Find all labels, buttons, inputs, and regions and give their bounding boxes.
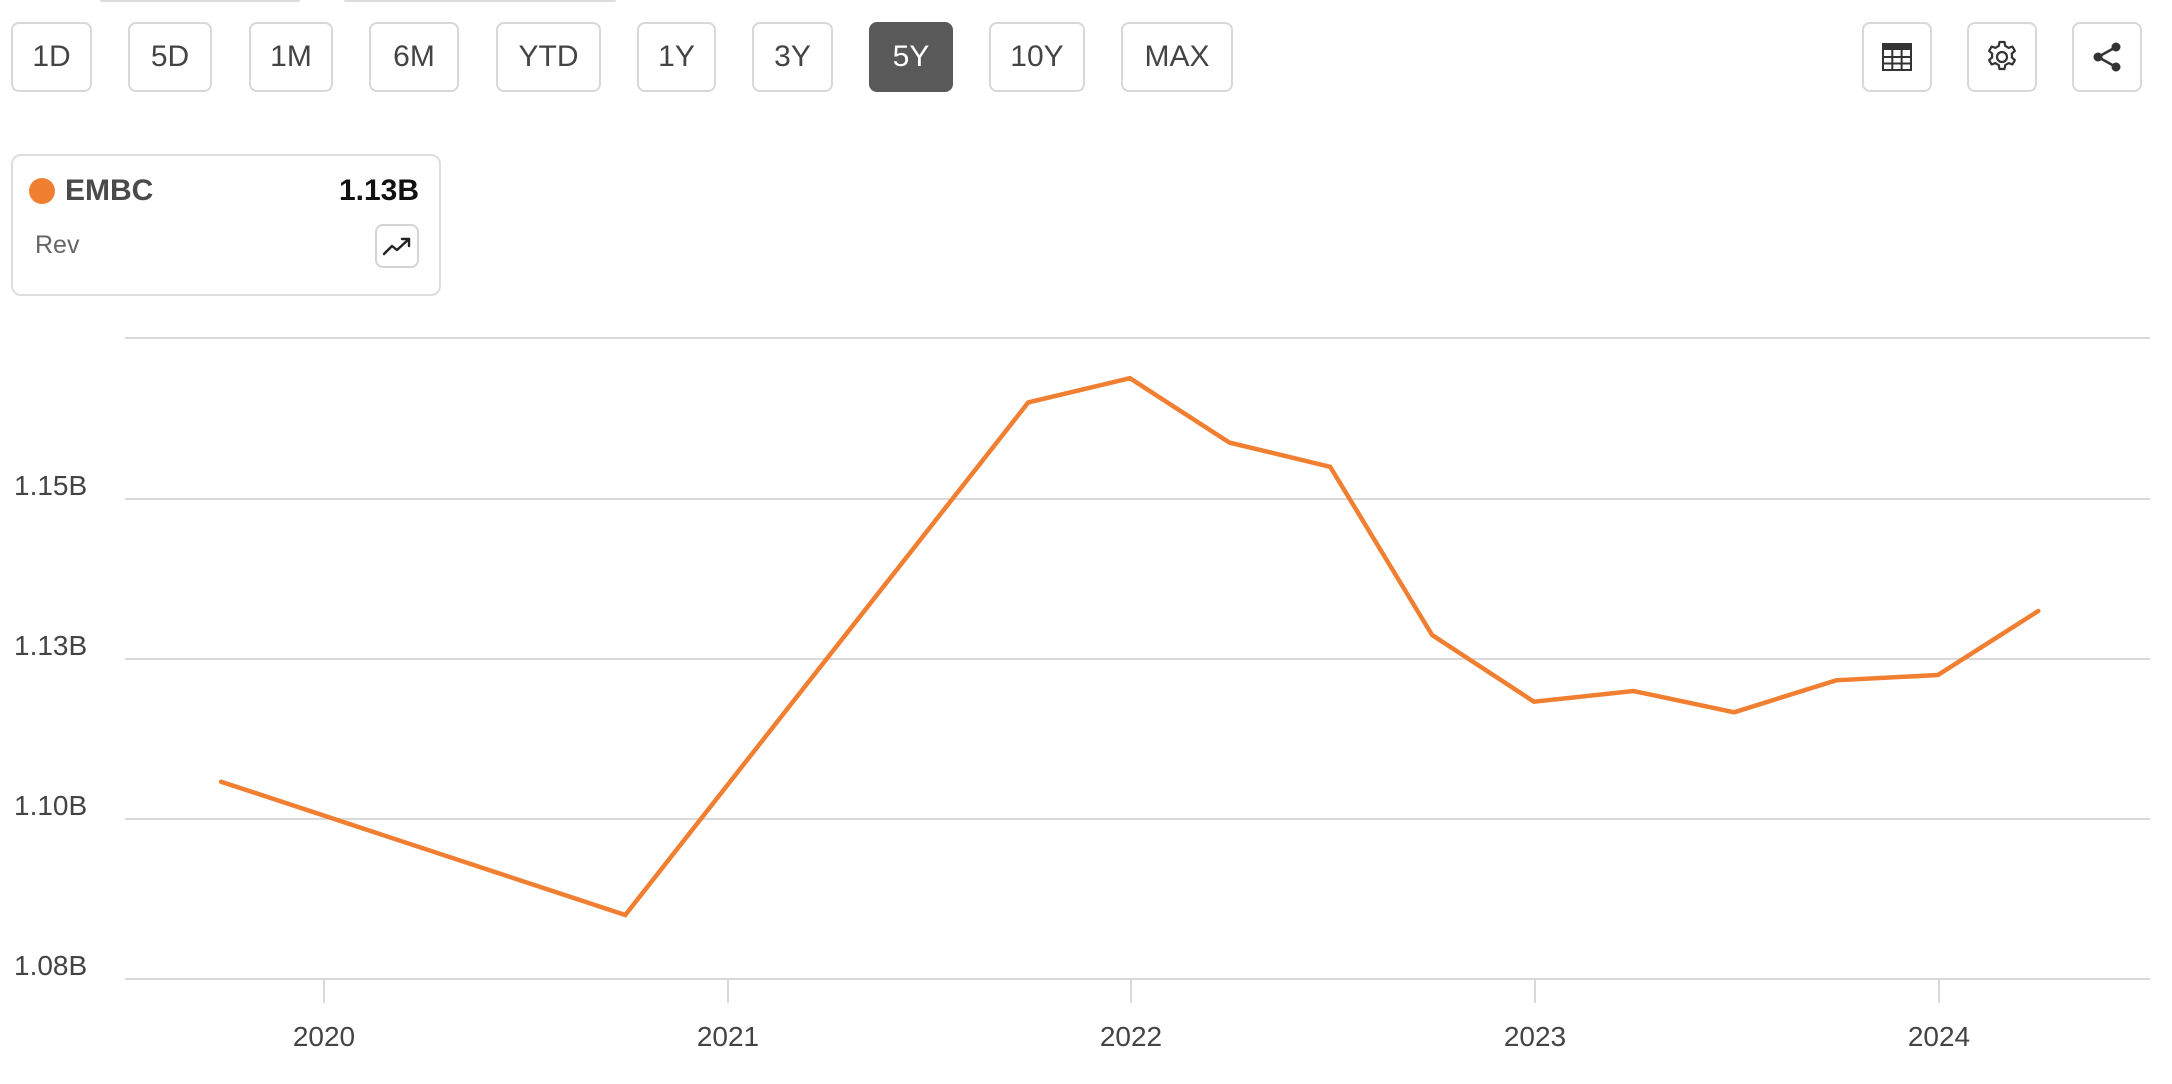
range-button-1m[interactable]: 1M <box>249 22 333 92</box>
trend-up-icon <box>382 237 411 256</box>
range-button-10y[interactable]: 10Y <box>989 22 1085 92</box>
table-view-button[interactable] <box>1862 22 1932 92</box>
x-tick-label: 2021 <box>697 1021 759 1052</box>
table-icon <box>1882 43 1912 71</box>
range-button-max[interactable]: MAX <box>1121 22 1233 92</box>
data-point[interactable] <box>1831 675 1841 685</box>
range-button-ytd[interactable]: YTD <box>496 22 601 92</box>
data-point[interactable] <box>1023 397 1033 407</box>
gear-icon <box>1988 40 2016 71</box>
x-axis: 2020 2021 2022 2023 2024 <box>293 979 1970 1052</box>
settings-button[interactable] <box>1967 22 2037 92</box>
range-button-3y[interactable]: 3Y <box>752 22 833 92</box>
share-button[interactable] <box>2072 22 2142 92</box>
data-point[interactable] <box>1427 630 1437 640</box>
data-point[interactable] <box>1933 670 1943 680</box>
series-layer <box>216 373 2043 920</box>
data-point[interactable] <box>1225 438 1235 448</box>
data-point[interactable] <box>2033 606 2043 616</box>
x-tick-label: 2024 <box>1908 1021 1970 1052</box>
range-button-6m[interactable]: 6M <box>369 22 459 92</box>
range-button-5d[interactable]: 5D <box>128 22 212 92</box>
series-legend-card: EMBC 1.13B Rev <box>11 154 441 296</box>
range-button-5y[interactable]: 5Y <box>869 22 953 92</box>
data-point[interactable] <box>1125 373 1135 383</box>
share-icon <box>2093 42 2121 72</box>
grid-layer <box>125 337 2150 980</box>
legend-value: 1.13B <box>338 174 419 207</box>
top-scroll-stub-left <box>100 0 300 2</box>
x-tick-label: 2022 <box>1100 1021 1162 1052</box>
data-point[interactable] <box>1529 697 1539 707</box>
trend-toggle-button[interactable] <box>375 224 419 268</box>
y-tick-label: 1.08B <box>14 950 87 981</box>
series-color-dot <box>29 178 55 204</box>
y-tick-label: 1.13B <box>14 630 87 661</box>
data-point[interactable] <box>1729 707 1739 717</box>
series-line[interactable] <box>218 375 2041 918</box>
range-button-1y[interactable]: 1Y <box>637 22 716 92</box>
legend-ticker: EMBC <box>65 174 154 207</box>
data-point[interactable] <box>1629 686 1639 696</box>
top-scroll-stub-right <box>344 0 616 2</box>
x-tick-label: 2023 <box>1504 1021 1566 1052</box>
data-point[interactable] <box>216 777 226 787</box>
range-button-1d[interactable]: 1D <box>11 22 92 92</box>
data-point[interactable] <box>1325 462 1335 472</box>
data-point[interactable] <box>620 910 630 920</box>
y-tick-label: 1.15B <box>14 470 87 501</box>
y-axis: 1.08B 1.10B 1.13B 1.15B <box>14 470 87 981</box>
legend-metric: Rev <box>35 231 80 259</box>
x-tick-label: 2020 <box>293 1021 355 1052</box>
y-tick-label: 1.10B <box>14 790 87 821</box>
